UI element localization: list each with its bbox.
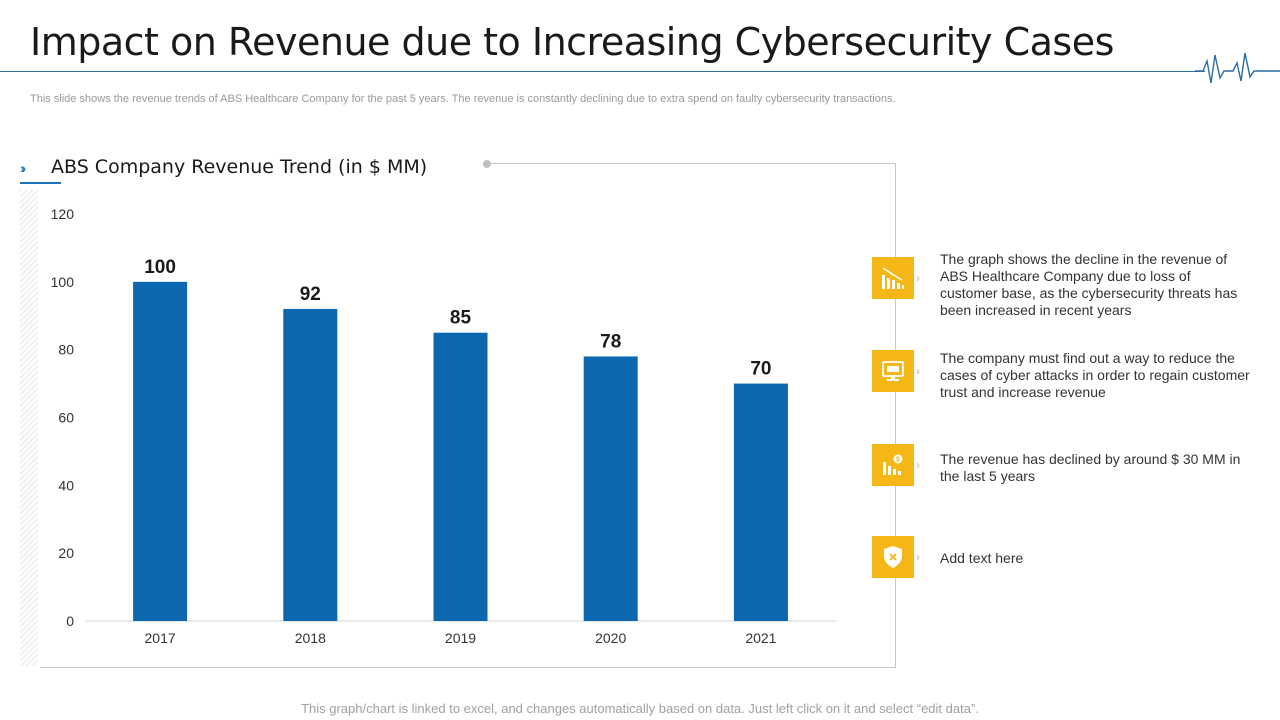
frame-dot [483,160,491,168]
chart-frame [40,163,896,668]
insight-text: The graph shows the decline in the reven… [940,251,1238,318]
data-label-2021: 70 [750,359,771,380]
title-rule [0,71,1205,72]
bar-2017[interactable] [133,281,188,621]
bar-2021[interactable] [733,383,788,621]
frame-top-line [487,163,896,164]
y-tick-label: 0 [66,613,74,629]
chevron-right-icon: › [916,364,920,378]
y-axis: 0 20 40 60 80 100 120 [51,206,75,629]
x-tick-label-2020: 2020 [595,630,626,646]
data-label-2018: 92 [300,284,321,305]
y-tick-label: 120 [51,206,75,222]
data-label-2017: 100 [144,257,176,278]
y-tick-label: 100 [51,274,75,290]
chart-hatch-decoration [20,190,38,666]
y-tick-label: 20 [58,545,74,561]
bar-2018[interactable] [283,308,338,621]
chevron-right-icon: › [916,550,920,564]
y-tick-label: 60 [58,410,74,426]
x-axis: 2017 2018 2019 2020 2021 [145,630,777,646]
shield-alert-icon [872,536,914,578]
insights-panel: › The graph shows the decline in the rev… [872,0,1272,720]
x-tick-label-2021: 2021 [745,630,776,646]
chevron-right-icon: › [916,458,920,472]
bar-2020[interactable] [583,356,638,621]
bar-2019[interactable] [433,332,488,621]
y-tick-label: 40 [58,477,74,493]
heartbeat-icon [1195,52,1280,84]
x-tick-label-2018: 2018 [295,630,326,646]
bars-group: 100 92 85 78 70 [133,257,788,621]
revenue-bar-chart[interactable]: 0 20 40 60 80 100 120 100 92 85 78 70 2017 2018 2019… [40,200,860,660]
bar-chart-decline-icon [872,257,914,299]
slide-footer: This graph/chart is linked to excel, and… [301,701,979,716]
chart-title: ABS Company Revenue Trend (in $ MM) [51,156,428,178]
chevron-right-icon: › [916,271,920,285]
y-tick-label: 80 [58,342,74,358]
svg-text:$: $ [896,457,900,464]
x-tick-label-2017: 2017 [145,630,176,646]
frame-bottom-line [40,667,896,668]
insight-text: Add text here [940,550,1024,566]
frame-right-line [895,163,896,668]
chevron-right-double-icon: ›› [20,160,27,176]
insight-text: The revenue has declined by around $ 30 … [940,451,1241,484]
revenue-decline-icon: $ [872,444,914,486]
slide-title: Impact on Revenue due to Increasing Cybe… [30,20,1114,64]
insight-text: The company must find out a way to reduc… [940,350,1250,400]
slide-subtitle: This slide shows the revenue trends of A… [30,93,896,105]
x-tick-label-2019: 2019 [445,630,476,646]
data-label-2019: 85 [450,308,472,329]
data-label-2020: 78 [600,331,621,352]
chart-title-underline [20,182,61,184]
monitor-security-icon [872,350,914,392]
